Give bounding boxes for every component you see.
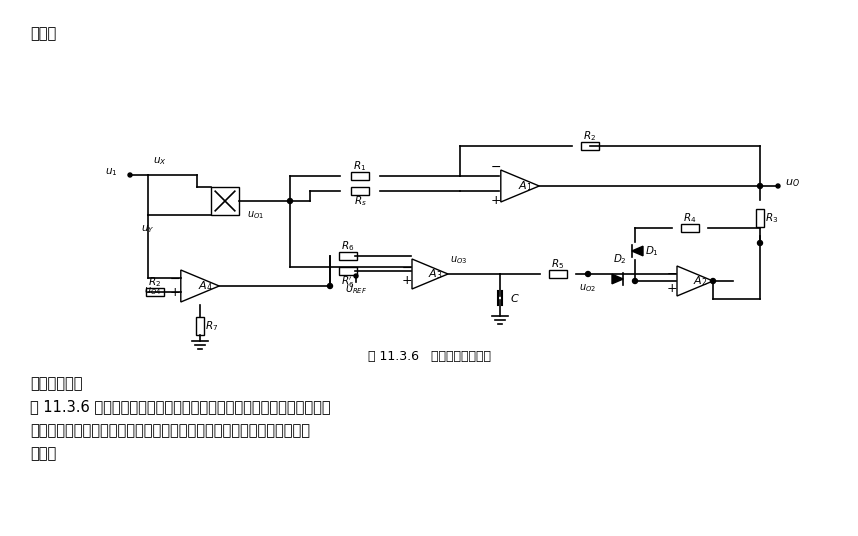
Text: $-$: $-$ [667, 266, 678, 279]
Text: $A_1$: $A_1$ [517, 179, 532, 193]
Circle shape [354, 274, 358, 278]
Bar [351, 187, 369, 195]
Text: $A_3$: $A_3$ [428, 267, 442, 281]
Text: $R_6$: $R_6$ [341, 239, 354, 253]
Text: $+$: $+$ [402, 274, 413, 287]
Text: $+$: $+$ [169, 287, 181, 300]
Bar [549, 270, 567, 278]
Text: $u_Y$: $u_Y$ [142, 223, 154, 235]
Text: $-$: $-$ [491, 160, 502, 173]
Text: $u_{O3}$: $u_{O3}$ [450, 254, 468, 266]
Text: $U_{REF}$: $U_{REF}$ [345, 282, 367, 296]
Text: $D_2$: $D_2$ [613, 252, 627, 266]
Bar [339, 252, 357, 260]
Text: 值由于某种原因产生变化时，增益产生相应变化，使得输出电压幅值基本: 值由于某种原因产生变化时，增益产生相应变化，使得输出电压幅值基本 [30, 423, 310, 438]
Text: $-$: $-$ [402, 260, 413, 273]
Bar [756, 209, 764, 227]
Text: $R_1$: $R_1$ [353, 159, 366, 173]
Bar [339, 267, 357, 275]
Polygon shape [181, 270, 219, 302]
Text: $R_3$: $R_3$ [765, 211, 779, 225]
Circle shape [776, 184, 780, 188]
Text: $R_5$: $R_5$ [552, 257, 565, 271]
Text: $R_7$: $R_7$ [205, 319, 219, 333]
Text: $u_O$: $u_O$ [785, 177, 800, 189]
Text: $R_6'$: $R_6'$ [341, 274, 354, 289]
Circle shape [710, 279, 716, 284]
Text: $R_4$: $R_4$ [683, 211, 697, 225]
Text: $u_{O1}$: $u_{O1}$ [247, 209, 264, 221]
Bar [211, 187, 239, 215]
Circle shape [287, 198, 293, 204]
Polygon shape [612, 274, 623, 284]
Polygon shape [677, 266, 713, 296]
Text: $R_2$: $R_2$ [583, 129, 596, 143]
Polygon shape [412, 259, 448, 289]
Text: $R_2$: $R_2$ [148, 275, 161, 289]
Bar [146, 288, 164, 296]
Text: $+$: $+$ [667, 281, 678, 294]
Text: $u_1$: $u_1$ [106, 166, 118, 178]
Text: 一、了解功能: 一、了解功能 [30, 376, 82, 391]
Text: $A_4$: $A_4$ [197, 279, 213, 293]
Text: 图 11.3.6 所示电路用于自动控制系统之中。输入电压为正弦波，当其幅: 图 11.3.6 所示电路用于自动控制系统之中。输入电压为正弦波，当其幅 [30, 399, 330, 414]
Polygon shape [501, 170, 539, 202]
Text: $-$: $-$ [169, 272, 180, 285]
Bar [196, 317, 204, 335]
Text: $C$: $C$ [510, 292, 520, 304]
Bar [351, 172, 369, 180]
Circle shape [758, 183, 763, 189]
Polygon shape [631, 246, 643, 256]
Circle shape [585, 272, 590, 277]
Bar [681, 224, 699, 232]
Circle shape [632, 279, 637, 284]
Circle shape [128, 173, 132, 177]
Text: 简化。: 简化。 [30, 26, 57, 41]
Text: $u_{O4}$: $u_{O4}$ [144, 285, 162, 297]
Bar [581, 142, 599, 150]
Text: 不变。: 不变。 [30, 446, 57, 461]
Text: $A_2$: $A_2$ [692, 274, 707, 288]
Text: $D_1$: $D_1$ [645, 244, 659, 258]
Text: $u_{O2}$: $u_{O2}$ [579, 282, 596, 294]
Text: $+$: $+$ [491, 194, 502, 207]
Text: $R_s$: $R_s$ [353, 194, 366, 208]
Circle shape [758, 241, 763, 245]
Text: 图 11.3.6   自动增益控制电路: 图 11.3.6 自动增益控制电路 [367, 349, 491, 362]
Circle shape [328, 284, 333, 288]
Text: $u_X$: $u_X$ [154, 155, 166, 167]
